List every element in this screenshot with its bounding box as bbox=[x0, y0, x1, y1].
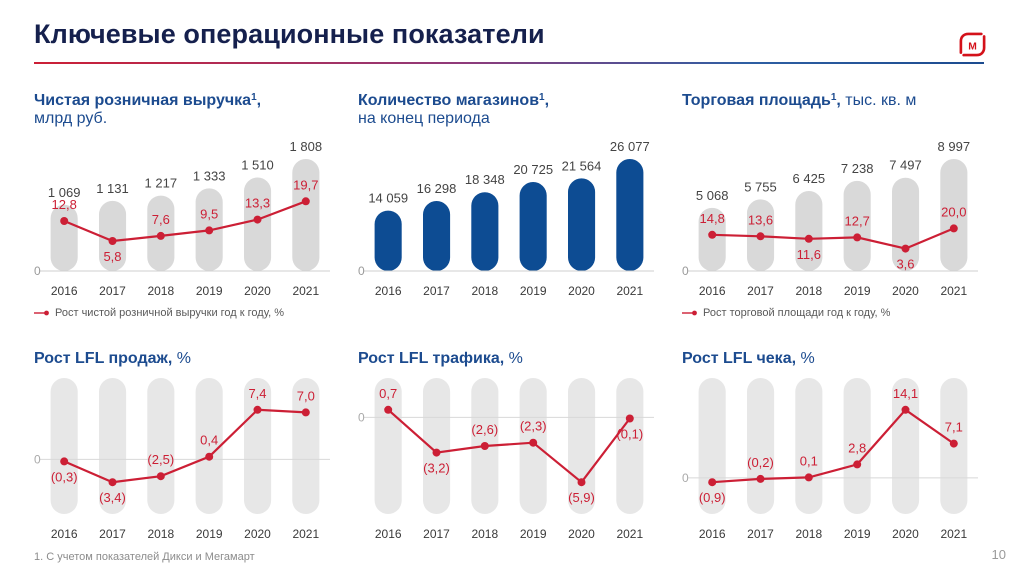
svg-text:1 217: 1 217 bbox=[145, 176, 178, 191]
svg-text:(5,9): (5,9) bbox=[568, 490, 595, 505]
svg-text:0: 0 bbox=[682, 471, 689, 485]
svg-text:(2,6): (2,6) bbox=[471, 422, 498, 437]
svg-text:(2,5): (2,5) bbox=[147, 452, 174, 467]
svg-text:2018: 2018 bbox=[471, 284, 498, 298]
svg-text:0: 0 bbox=[358, 264, 365, 278]
svg-text:18 348: 18 348 bbox=[465, 172, 505, 187]
svg-text:(0,2): (0,2) bbox=[747, 455, 774, 470]
svg-text:2017: 2017 bbox=[99, 527, 126, 541]
svg-text:16 298: 16 298 bbox=[417, 181, 457, 196]
svg-text:26 077: 26 077 bbox=[610, 139, 650, 154]
svg-text:2021: 2021 bbox=[940, 284, 967, 298]
svg-text:2019: 2019 bbox=[844, 527, 871, 541]
svg-text:1 510: 1 510 bbox=[241, 158, 274, 173]
svg-text:6 425: 6 425 bbox=[793, 171, 826, 186]
svg-text:13,3: 13,3 bbox=[245, 196, 270, 211]
svg-text:20,0: 20,0 bbox=[941, 204, 966, 219]
svg-text:12,7: 12,7 bbox=[845, 213, 870, 228]
svg-text:11,6: 11,6 bbox=[797, 247, 821, 262]
svg-text:14,1: 14,1 bbox=[893, 386, 918, 401]
svg-text:7,1: 7,1 bbox=[945, 420, 963, 435]
svg-text:2021: 2021 bbox=[616, 284, 643, 298]
svg-text:7 497: 7 497 bbox=[889, 158, 922, 173]
svg-text:2,8: 2,8 bbox=[848, 440, 866, 455]
svg-text:0: 0 bbox=[358, 410, 365, 424]
svg-text:2018: 2018 bbox=[471, 527, 498, 541]
svg-text:7,4: 7,4 bbox=[248, 386, 266, 401]
svg-text:2020: 2020 bbox=[892, 284, 919, 298]
svg-text:2016: 2016 bbox=[51, 527, 78, 541]
svg-text:2020: 2020 bbox=[244, 284, 271, 298]
svg-text:1 131: 1 131 bbox=[96, 181, 129, 196]
svg-text:0: 0 bbox=[682, 264, 689, 278]
svg-text:0: 0 bbox=[34, 264, 41, 278]
svg-text:2021: 2021 bbox=[292, 527, 319, 541]
svg-text:2016: 2016 bbox=[375, 284, 402, 298]
svg-text:2016: 2016 bbox=[699, 284, 726, 298]
svg-text:0,1: 0,1 bbox=[800, 453, 818, 468]
svg-text:13,6: 13,6 bbox=[748, 212, 773, 227]
svg-text:(0,9): (0,9) bbox=[699, 490, 726, 505]
svg-text:8 997: 8 997 bbox=[938, 139, 971, 154]
svg-text:(0,3): (0,3) bbox=[51, 469, 78, 484]
svg-text:7,6: 7,6 bbox=[152, 212, 170, 227]
svg-text:2020: 2020 bbox=[244, 527, 271, 541]
svg-text:0: 0 bbox=[34, 452, 41, 466]
svg-text:12,8: 12,8 bbox=[52, 197, 77, 212]
svg-text:2016: 2016 bbox=[51, 284, 78, 298]
svg-text:2020: 2020 bbox=[892, 527, 919, 541]
svg-text:7,0: 7,0 bbox=[297, 388, 315, 403]
svg-text:(3,2): (3,2) bbox=[423, 461, 450, 476]
svg-text:14,8: 14,8 bbox=[700, 211, 725, 226]
svg-text:2019: 2019 bbox=[196, 284, 223, 298]
svg-text:2020: 2020 bbox=[568, 284, 595, 298]
svg-text:2017: 2017 bbox=[747, 527, 774, 541]
svg-text:3,6: 3,6 bbox=[896, 257, 914, 272]
svg-text:0,4: 0,4 bbox=[200, 433, 218, 448]
svg-text:2021: 2021 bbox=[292, 284, 319, 298]
svg-text:2017: 2017 bbox=[423, 284, 450, 298]
svg-text:2019: 2019 bbox=[196, 527, 223, 541]
svg-text:2017: 2017 bbox=[423, 527, 450, 541]
svg-text:2016: 2016 bbox=[375, 527, 402, 541]
svg-text:2016: 2016 bbox=[699, 527, 726, 541]
svg-text:2019: 2019 bbox=[520, 284, 547, 298]
svg-text:2018: 2018 bbox=[795, 527, 822, 541]
svg-text:0,7: 0,7 bbox=[379, 386, 397, 401]
svg-text:M: M bbox=[968, 41, 977, 52]
svg-text:2019: 2019 bbox=[520, 527, 547, 541]
svg-text:9,5: 9,5 bbox=[200, 206, 218, 221]
svg-text:2017: 2017 bbox=[747, 284, 774, 298]
svg-text:(0,1): (0,1) bbox=[616, 427, 643, 442]
svg-text:(2,3): (2,3) bbox=[520, 419, 547, 434]
svg-text:1 333: 1 333 bbox=[193, 168, 226, 183]
svg-text:2017: 2017 bbox=[99, 284, 126, 298]
svg-text:14 059: 14 059 bbox=[368, 191, 408, 206]
svg-text:2018: 2018 bbox=[147, 527, 174, 541]
svg-text:1 808: 1 808 bbox=[290, 139, 323, 154]
svg-text:2021: 2021 bbox=[616, 527, 643, 541]
svg-text:(3,4): (3,4) bbox=[99, 490, 126, 505]
svg-text:2020: 2020 bbox=[568, 527, 595, 541]
svg-text:21 564: 21 564 bbox=[562, 158, 602, 173]
svg-text:19,7: 19,7 bbox=[293, 177, 318, 192]
svg-text:2019: 2019 bbox=[844, 284, 871, 298]
svg-text:2018: 2018 bbox=[795, 284, 822, 298]
svg-text:20 725: 20 725 bbox=[513, 162, 553, 177]
svg-text:5 068: 5 068 bbox=[696, 188, 729, 203]
svg-text:7 238: 7 238 bbox=[841, 161, 874, 176]
svg-text:5 755: 5 755 bbox=[744, 179, 777, 194]
svg-text:5,8: 5,8 bbox=[103, 249, 121, 264]
svg-text:2018: 2018 bbox=[147, 284, 174, 298]
svg-text:2021: 2021 bbox=[940, 527, 967, 541]
